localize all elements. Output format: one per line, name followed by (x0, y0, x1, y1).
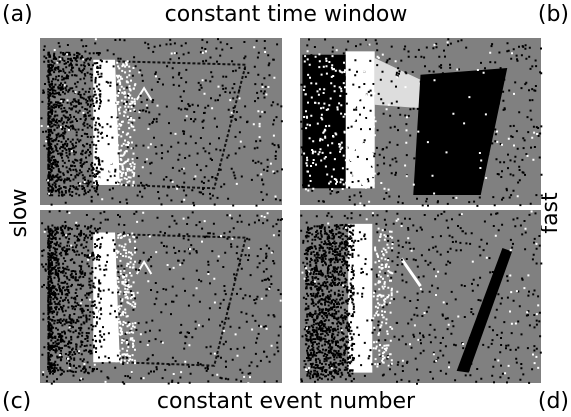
bottom-title: constant event number (157, 389, 416, 414)
panel-label: (a) (2, 2, 33, 27)
figure: (a) constant time window (b) (c) constan… (0, 0, 571, 417)
side-label: slow (7, 188, 32, 237)
panels (40, 38, 543, 385)
panel-label: (d) (538, 389, 569, 414)
side-label: fast (538, 192, 563, 234)
panel-label: (c) (2, 389, 31, 414)
panel-label: (b) (538, 2, 569, 27)
top-title: constant time window (165, 2, 408, 27)
